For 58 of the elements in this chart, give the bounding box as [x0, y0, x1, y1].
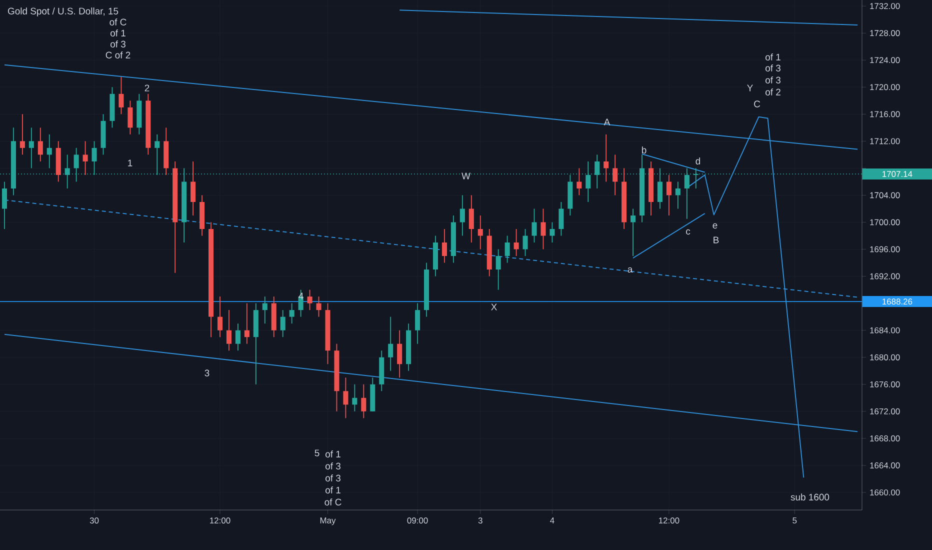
- x-tick-label: 12:00: [658, 518, 680, 524]
- annotation: d: [696, 158, 700, 164]
- ref-line-label: 1707.14: [882, 171, 912, 177]
- x-tick-label: 30: [90, 518, 99, 524]
- annotation: of 3: [766, 76, 780, 84]
- annotation: of 1: [326, 486, 340, 494]
- y-tick-label: 1668.00: [870, 435, 900, 442]
- annotation: e: [712, 223, 718, 229]
- y-tick-label: 1716.00: [870, 111, 900, 118]
- y-tick-label: 1724.00: [870, 57, 900, 64]
- x-tick-label: 4: [550, 518, 554, 524]
- y-tick-label: 1732.00: [870, 3, 900, 10]
- x-tick-label: May: [320, 518, 336, 526]
- annotation: of 2: [766, 88, 780, 96]
- annotation: C: [754, 100, 760, 108]
- y-tick-label: 1680.00: [870, 354, 900, 360]
- annotation: b: [642, 146, 646, 154]
- annotation: 2: [144, 84, 150, 92]
- annotation: of C: [110, 18, 126, 26]
- annotation: of 3: [766, 64, 780, 72]
- annotation: 4: [298, 292, 304, 300]
- annotation: of 3: [326, 474, 340, 482]
- y-tick-label: 1700.00: [870, 219, 900, 226]
- annotation: of 1: [110, 30, 126, 36]
- annotation: 5: [314, 450, 320, 456]
- x-tick-label: 5: [792, 518, 797, 524]
- y-tick-label: 1684.00: [870, 327, 900, 334]
- y-tick-label: 1696.00: [870, 246, 900, 252]
- ref-line-label: 1688.26: [882, 298, 912, 305]
- annotation: B: [714, 236, 719, 244]
- y-tick-label: 1664.00: [870, 462, 900, 468]
- annotation: of 1: [766, 54, 780, 60]
- annotation: W: [462, 172, 470, 180]
- annotation: of 3: [110, 40, 126, 48]
- y-tick-label: 1672.00: [870, 408, 900, 414]
- y-tick-label: 1704.00: [870, 192, 900, 198]
- annotation: of 1: [326, 450, 340, 458]
- annotation: X: [491, 304, 497, 310]
- annotation: of C: [324, 498, 342, 506]
- x-tick-label: 3: [478, 518, 482, 524]
- annotation: Y: [747, 84, 753, 92]
- text: Gold Spot / U.S. Dollar, 15: [8, 8, 118, 16]
- x-tick-label: 09:00: [407, 518, 428, 524]
- y-tick-label: 1660.00: [870, 489, 900, 496]
- y-tick-label: 1692.00: [870, 273, 900, 280]
- y-tick-label: 1676.00: [870, 381, 900, 388]
- annotation: a: [628, 267, 633, 273]
- annotation: c: [686, 229, 690, 235]
- annotation: of 3: [326, 462, 340, 470]
- annotation: sub 1600: [790, 494, 830, 500]
- y-tick-label: 1720.00: [870, 84, 900, 90]
- annotation: 1: [128, 160, 132, 166]
- x-tick-label: 12:00: [210, 518, 230, 524]
- y-tick-label: 1728.00: [870, 30, 900, 36]
- annotation: A: [604, 118, 610, 126]
- y-tick-label: 1712.00: [870, 138, 900, 144]
- annotation: C of 2: [106, 52, 130, 58]
- annotation: 3: [204, 370, 210, 376]
